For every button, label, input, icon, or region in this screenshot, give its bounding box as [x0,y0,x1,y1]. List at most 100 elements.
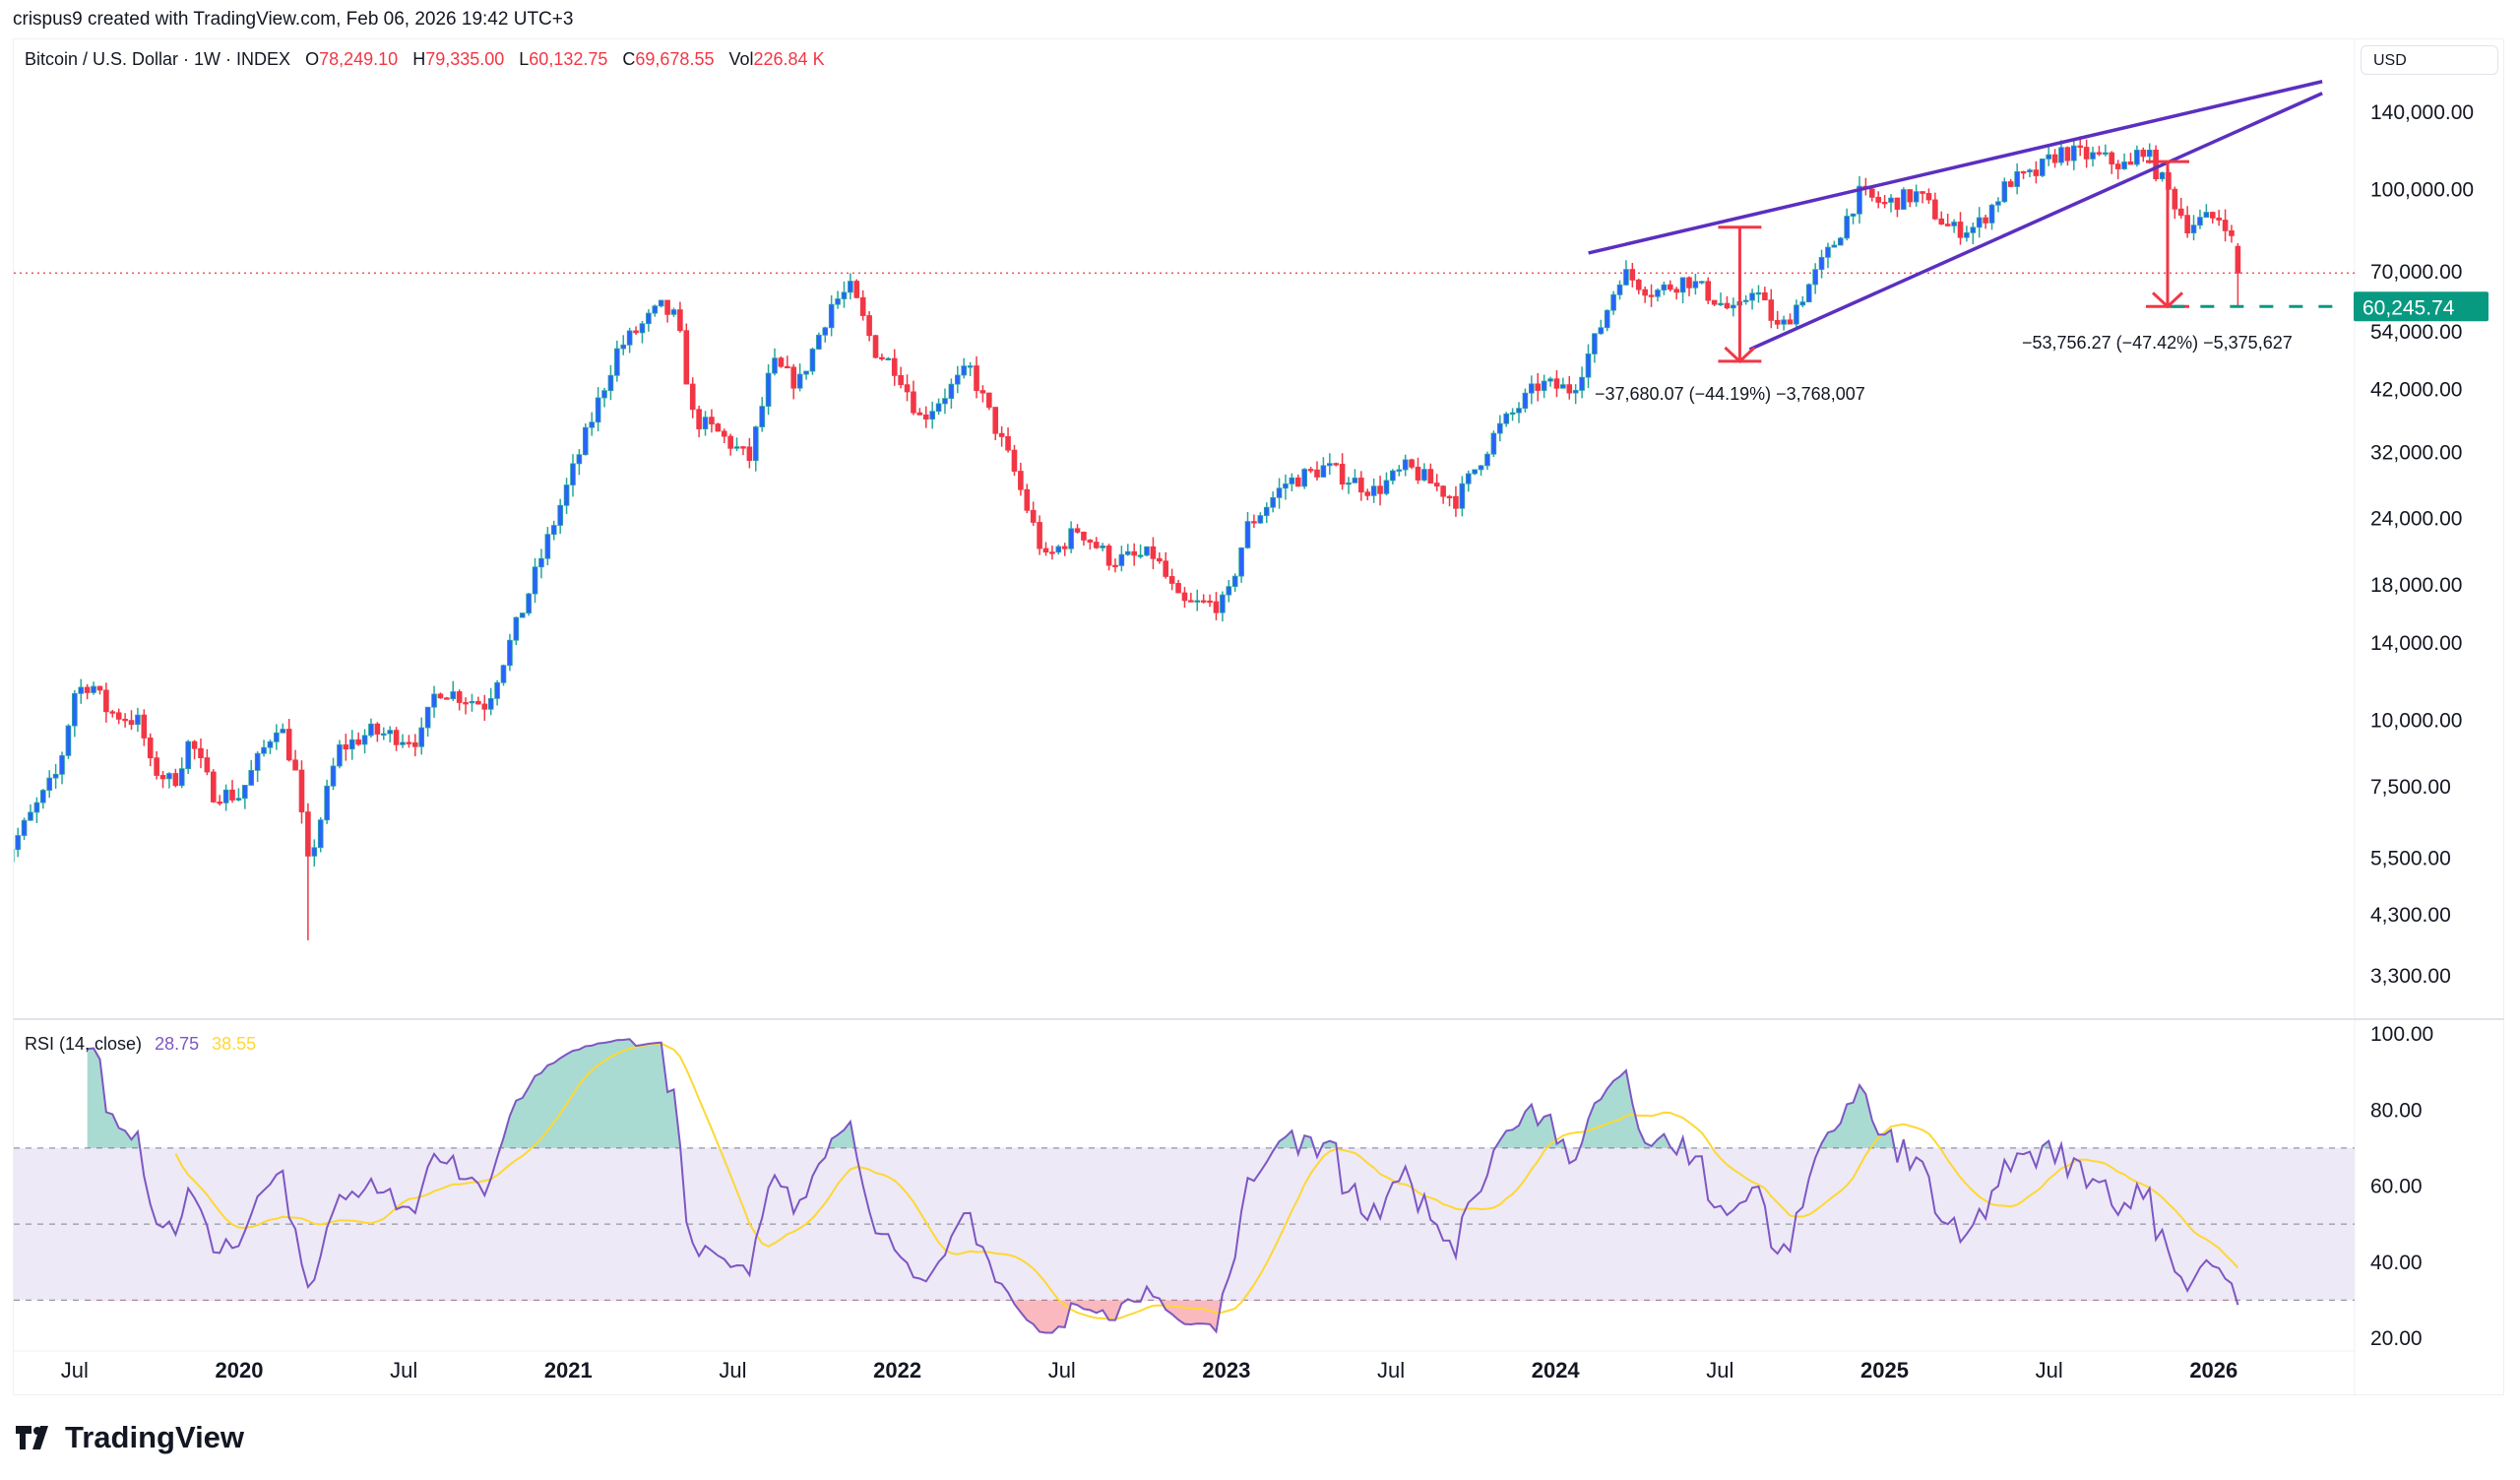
candle [1137,554,1144,557]
candle [1124,550,1131,555]
candle [1244,521,1251,548]
candle [280,729,286,734]
candle [677,309,683,332]
candle [1220,594,1226,613]
candle [1390,470,1396,482]
candle [595,397,601,423]
time-tick-label: Jul [1377,1358,1405,1383]
candle [424,706,431,729]
candle [91,685,96,693]
candle [1346,482,1352,485]
wedge-upper-line[interactable] [1588,80,2323,255]
candle [229,789,235,801]
candle [1377,485,1383,494]
candle [2146,150,2153,158]
candle [1049,551,1055,554]
candle [2216,217,2222,221]
candle [1144,546,1150,556]
price-tick-label: 24,000.00 [2370,508,2462,531]
time-tick-label: Jul [1048,1358,1076,1383]
candle [222,789,229,804]
rsi-label[interactable]: RSI (14, close) [25,1034,143,1054]
candle [1907,189,1914,203]
drawings[interactable]: −37,680.07 (−44.19%) −3,768,007 −53,756.2… [1588,80,2343,404]
symbol-name[interactable]: Bitcoin / U.S. Dollar · 1W · INDEX [25,49,291,69]
rsi-ma-line [174,1042,2239,1320]
candle [469,700,475,704]
price-tick-label: 54,000.00 [2370,321,2462,344]
candle [154,757,159,776]
candle [1074,528,1081,533]
low-value: 60,132.75 [529,49,608,69]
candle [1812,269,1818,286]
candle [1188,600,1194,603]
candle [2039,159,2046,176]
time-axis[interactable]: Jul 2020 Jul 2021 Jul 2022 Jul 2023 Jul 2024 Jul 20… [61,1358,2237,1383]
candle [550,525,557,536]
candle [387,730,393,735]
candle [1592,333,1598,354]
time-tick-label: Jul [61,1358,89,1383]
candle [1276,487,1283,498]
candle [1270,496,1276,508]
candle [904,384,911,393]
currency-button[interactable]: USD [2361,45,2498,75]
candle [2103,152,2109,155]
candle [2203,212,2210,219]
candle [172,773,179,787]
candle [1358,478,1364,493]
volume-label: Vol [728,49,754,69]
candle [1207,600,1213,604]
rsi-value: 28.75 [155,1034,200,1054]
price-tick-label: 32,000.00 [2370,441,2462,464]
candle [494,681,500,699]
time-tick-label: 2025 [1860,1358,1909,1383]
candle [1314,469,1320,478]
candle [778,357,785,367]
candle [955,374,961,385]
candle [740,446,746,449]
candle [1825,246,1831,258]
candle [916,412,923,416]
tradingview-logo[interactable]: TradingView [16,1420,244,1455]
candle [1951,222,1957,226]
candle [1168,576,1175,584]
candle [1794,304,1799,325]
high-label: H [412,49,426,69]
time-tick-label: 2022 [873,1358,921,1383]
candle [1679,277,1686,293]
candle [210,771,217,803]
candle [128,720,135,726]
candle [1724,302,1731,309]
candle [683,330,690,385]
price-axis[interactable]: 140,000.00 100,000.00 70,000.00 54,000.00 42… [2354,101,2488,988]
symbol-legend: Bitcoin / U.S. Dollar · 1W · INDEX O78,2… [25,49,825,70]
candle [519,612,526,618]
time-tick-label: 2020 [216,1358,264,1383]
candle [803,370,809,375]
candle [859,296,866,316]
candle [891,357,898,376]
candle [2140,150,2147,158]
candle [2134,150,2140,165]
candle [2027,169,2033,173]
wedge-lower-line[interactable] [1748,92,2323,352]
candle [563,484,570,506]
candle [1648,294,1655,297]
candle [979,390,986,394]
rsi-axis[interactable]: 100.00 80.00 60.00 40.00 20.00 [2370,1023,2433,1350]
candle [2121,161,2127,169]
candle [115,712,122,720]
candle [765,372,772,407]
candle [1686,277,1692,289]
candle [1100,546,1105,548]
candle [1781,319,1787,325]
measure-arrowhead [1724,346,1756,363]
candle [1516,408,1522,414]
candle [696,409,702,429]
candle [733,446,740,449]
candle [1560,384,1566,389]
candle [582,426,589,456]
candle [72,692,78,727]
